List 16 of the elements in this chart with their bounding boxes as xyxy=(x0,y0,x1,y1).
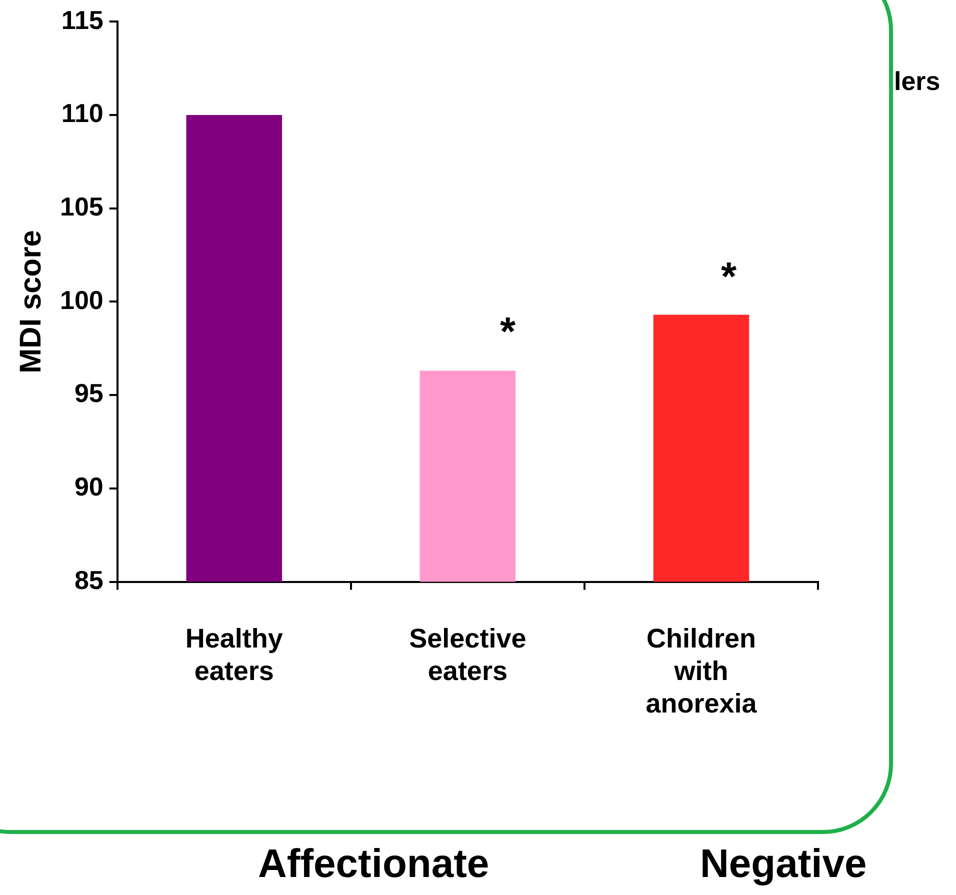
text: lers xyxy=(894,66,940,97)
annotation: * xyxy=(721,255,737,300)
y-tick-label: 115 xyxy=(61,4,104,35)
annotation: * xyxy=(500,310,516,355)
text: Negative xyxy=(700,842,867,887)
y-tick-label: 105 xyxy=(60,192,104,222)
y-tick-label: 110 xyxy=(61,98,104,128)
x-tick-label: Selective eaters xyxy=(409,623,526,686)
y-tick-label: 95 xyxy=(74,378,104,408)
text: Affectionate xyxy=(258,842,490,887)
y-axis-title: MDI score xyxy=(14,230,48,374)
x-tick-label: Healthy eaters xyxy=(185,623,283,686)
x-tick-label: Children with anorexia xyxy=(646,623,758,718)
y-tick-label: 85 xyxy=(74,564,104,595)
y-tick-label: 100 xyxy=(60,284,104,315)
y-tick-label: 90 xyxy=(74,472,104,502)
